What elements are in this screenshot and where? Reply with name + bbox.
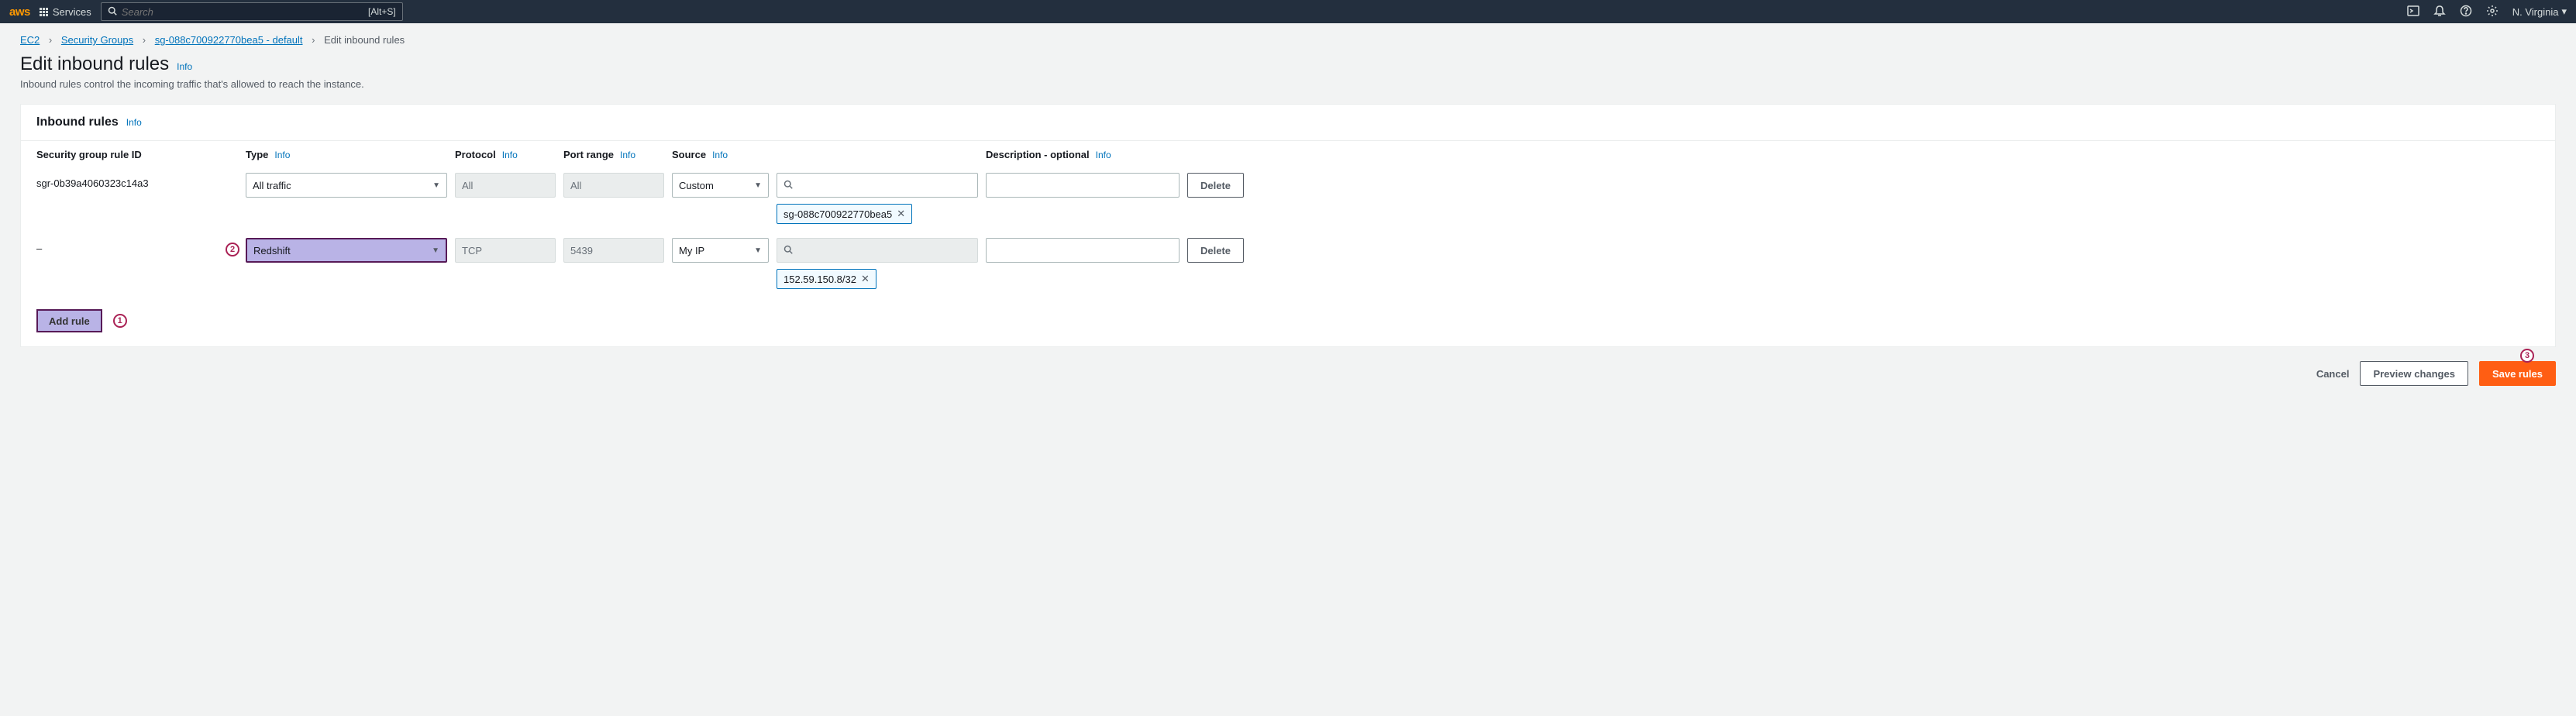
source-mode-value: Custom bbox=[679, 180, 714, 191]
table-row: sgr-0b39a4060323c14a3 All traffic ▼ All … bbox=[21, 168, 2555, 233]
breadcrumb-sep: › bbox=[312, 34, 315, 46]
port-field: 5439 bbox=[563, 238, 664, 263]
help-icon[interactable] bbox=[2460, 5, 2472, 19]
breadcrumb-link[interactable]: sg-088c700922770bea5 - default bbox=[155, 34, 303, 46]
services-menu[interactable]: Services bbox=[40, 6, 91, 18]
breadcrumb: EC2 › Security Groups › sg-088c700922770… bbox=[0, 23, 2576, 50]
source-search bbox=[777, 238, 978, 263]
remove-chip-icon[interactable]: ✕ bbox=[861, 273, 870, 285]
callout-badge: 1 bbox=[113, 314, 127, 328]
top-nav: aws Services [Alt+S] N. Virginia ▾ bbox=[0, 0, 2576, 23]
type-value: Redshift bbox=[253, 245, 291, 256]
type-value: All traffic bbox=[253, 180, 291, 191]
search-icon bbox=[108, 6, 117, 18]
chevron-down-icon: ▼ bbox=[754, 246, 762, 255]
cloudshell-icon[interactable] bbox=[2407, 5, 2419, 19]
col-description: Description - optional bbox=[986, 149, 1090, 160]
rule-id: sgr-0b39a4060323c14a3 bbox=[36, 173, 238, 189]
delete-button[interactable]: Delete bbox=[1187, 173, 1244, 198]
page-header: Edit inbound rules Info Inbound rules co… bbox=[0, 50, 2576, 104]
type-select[interactable]: All traffic ▼ bbox=[246, 173, 447, 198]
save-rules-button[interactable]: Save rules bbox=[2479, 361, 2556, 386]
source-chip: sg-088c700922770bea5 ✕ bbox=[777, 204, 912, 224]
add-rule-row: Add rule 1 bbox=[21, 298, 2555, 346]
chip-label: 152.59.150.8/32 bbox=[783, 274, 856, 285]
inbound-rules-panel: Inbound rules Info Security group rule I… bbox=[20, 104, 2556, 347]
info-link[interactable]: Info bbox=[502, 150, 518, 160]
protocol-field: TCP bbox=[455, 238, 556, 263]
info-link[interactable]: Info bbox=[126, 117, 142, 128]
breadcrumb-link[interactable]: Security Groups bbox=[61, 34, 133, 46]
chevron-down-icon: ▼ bbox=[432, 246, 439, 255]
info-link[interactable]: Info bbox=[1096, 150, 1111, 160]
table-header-row: Security group rule ID Type Info Protocol… bbox=[21, 141, 2555, 168]
info-link[interactable]: Info bbox=[177, 61, 192, 72]
footer-actions: Cancel Preview changes 3 Save rules bbox=[20, 361, 2556, 386]
preview-changes-button[interactable]: Preview changes bbox=[2360, 361, 2468, 386]
description-input[interactable] bbox=[986, 238, 1180, 263]
breadcrumb-sep: › bbox=[143, 34, 146, 46]
page-title: Edit inbound rules bbox=[20, 53, 169, 75]
aws-logo: aws bbox=[9, 5, 30, 19]
col-rule-id: Security group rule ID bbox=[36, 149, 142, 160]
source-mode-value: My IP bbox=[679, 245, 704, 256]
info-link[interactable]: Info bbox=[620, 150, 635, 160]
chip-label: sg-088c700922770bea5 bbox=[783, 208, 892, 220]
search-input[interactable] bbox=[122, 6, 368, 18]
remove-chip-icon[interactable]: ✕ bbox=[897, 208, 905, 220]
table-row: – 2 Redshift ▼ TCP 5439 My IP ▼ bbox=[21, 233, 2555, 298]
breadcrumb-sep: › bbox=[49, 34, 52, 46]
delete-button[interactable]: Delete bbox=[1187, 238, 1244, 263]
chevron-down-icon: ▾ bbox=[2561, 5, 2567, 18]
settings-icon[interactable] bbox=[2486, 5, 2499, 19]
source-search[interactable] bbox=[777, 173, 978, 198]
cancel-button[interactable]: Cancel bbox=[2316, 368, 2350, 380]
chevron-down-icon: ▼ bbox=[754, 181, 762, 190]
rule-id: – bbox=[36, 238, 238, 254]
panel-header: Inbound rules Info bbox=[21, 105, 2555, 141]
callout-badge: 2 bbox=[226, 243, 239, 256]
notifications-icon[interactable] bbox=[2433, 5, 2446, 19]
col-protocol: Protocol bbox=[455, 149, 496, 160]
port-field: All bbox=[563, 173, 664, 198]
global-search[interactable]: [Alt+S] bbox=[101, 2, 403, 21]
panel-title: Inbound rules bbox=[36, 115, 119, 129]
col-type: Type bbox=[246, 149, 268, 160]
source-mode-select[interactable]: Custom ▼ bbox=[672, 173, 769, 198]
search-shortcut-hint: [Alt+S] bbox=[368, 6, 396, 17]
info-link[interactable]: Info bbox=[712, 150, 728, 160]
breadcrumb-link[interactable]: EC2 bbox=[20, 34, 40, 46]
add-rule-button[interactable]: Add rule bbox=[36, 309, 102, 332]
col-source: Source bbox=[672, 149, 706, 160]
type-select[interactable]: Redshift ▼ bbox=[246, 238, 447, 263]
nav-right: N. Virginia ▾ bbox=[2407, 5, 2567, 19]
services-grid-icon bbox=[40, 8, 48, 16]
protocol-field: All bbox=[455, 173, 556, 198]
description-input[interactable] bbox=[986, 173, 1180, 198]
source-chip: 152.59.150.8/32 ✕ bbox=[777, 269, 876, 289]
page-description: Inbound rules control the incoming traff… bbox=[20, 78, 2556, 90]
region-selector[interactable]: N. Virginia ▾ bbox=[2512, 5, 2567, 18]
search-icon bbox=[783, 245, 793, 256]
col-port: Port range bbox=[563, 149, 614, 160]
region-label: N. Virginia bbox=[2512, 6, 2559, 18]
breadcrumb-current: Edit inbound rules bbox=[324, 34, 405, 46]
source-mode-select[interactable]: My IP ▼ bbox=[672, 238, 769, 263]
callout-badge: 3 bbox=[2520, 349, 2534, 363]
search-icon bbox=[783, 180, 793, 191]
rules-table: Security group rule ID Type Info Protocol… bbox=[21, 141, 2555, 346]
chevron-down-icon: ▼ bbox=[432, 181, 440, 190]
services-label: Services bbox=[53, 6, 91, 18]
info-link[interactable]: Info bbox=[274, 150, 290, 160]
